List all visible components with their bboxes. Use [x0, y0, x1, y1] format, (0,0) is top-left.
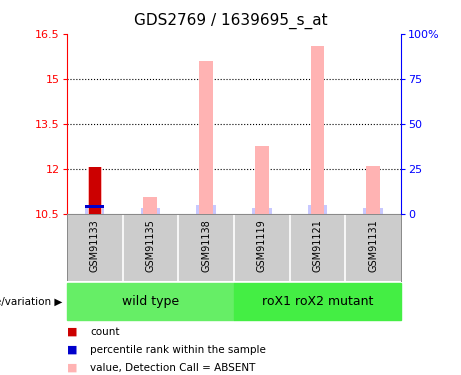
- Text: GSM91119: GSM91119: [257, 219, 267, 272]
- Bar: [85, 207, 105, 214]
- Bar: [366, 166, 380, 214]
- Bar: [89, 167, 101, 214]
- Text: GDS2769 / 1639695_s_at: GDS2769 / 1639695_s_at: [134, 13, 327, 29]
- Text: count: count: [90, 327, 119, 337]
- Bar: [311, 46, 325, 214]
- Text: ■: ■: [67, 327, 77, 337]
- Bar: [67, 284, 234, 320]
- Text: percentile rank within the sample: percentile rank within the sample: [90, 345, 266, 355]
- Text: wild type: wild type: [122, 296, 179, 308]
- Bar: [199, 61, 213, 214]
- Bar: [308, 206, 327, 214]
- Text: GSM91138: GSM91138: [201, 219, 211, 272]
- Text: ■: ■: [67, 345, 77, 355]
- Bar: [88, 167, 102, 214]
- Bar: [255, 146, 269, 214]
- Text: GSM91135: GSM91135: [145, 219, 155, 272]
- Bar: [196, 206, 216, 214]
- Text: GSM91133: GSM91133: [90, 219, 100, 272]
- Text: genotype/variation ▶: genotype/variation ▶: [0, 297, 62, 307]
- Bar: [252, 208, 272, 214]
- Text: value, Detection Call = ABSENT: value, Detection Call = ABSENT: [90, 363, 255, 373]
- Text: roX1 roX2 mutant: roX1 roX2 mutant: [262, 296, 373, 308]
- Bar: [143, 197, 157, 214]
- Bar: [234, 284, 401, 320]
- Text: GSM91131: GSM91131: [368, 219, 378, 272]
- Bar: [141, 209, 160, 214]
- Text: ■: ■: [67, 363, 77, 373]
- Bar: [363, 208, 383, 214]
- Text: GSM91121: GSM91121: [313, 219, 323, 272]
- Bar: [85, 206, 105, 209]
